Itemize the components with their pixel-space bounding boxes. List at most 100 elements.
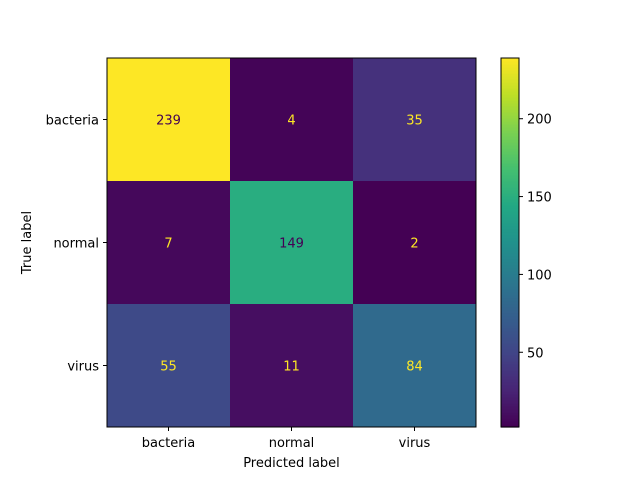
colorbar-segment: [501, 190, 519, 194]
cell-value-label: 11: [283, 360, 300, 375]
cell-value-label: 7: [164, 237, 172, 252]
colorbar-segment: [501, 229, 519, 233]
colorbar-segment: [501, 256, 519, 260]
colorbar-segment: [501, 184, 519, 188]
y-tick-label: bacteria: [46, 114, 99, 129]
colorbar-segment: [501, 352, 519, 356]
colorbar-segment: [501, 238, 519, 242]
heatmap-cell-normal-bacteria: [107, 181, 230, 304]
cell-value-label: 239: [156, 114, 181, 129]
colorbar-segment: [501, 82, 519, 86]
x-tick-label: bacteria: [142, 436, 195, 451]
colorbar-segment: [501, 289, 519, 293]
colorbar-segment: [501, 148, 519, 152]
colorbar-segment: [501, 295, 519, 299]
colorbar-segment: [501, 241, 519, 245]
colorbar-segment: [501, 76, 519, 80]
colorbar-segment: [501, 376, 519, 380]
colorbar: 50 100 150 200: [500, 57, 552, 428]
colorbar-segment: [501, 178, 519, 182]
y-tick-label: virus: [67, 360, 99, 375]
colorbar-segment: [501, 319, 519, 323]
colorbar-segment: [501, 64, 519, 68]
colorbar-segment: [501, 400, 519, 404]
colorbar-segment: [501, 358, 519, 362]
colorbar-segment: [501, 370, 519, 374]
x-tick-label: normal: [269, 436, 315, 451]
colorbar-segment: [501, 235, 519, 239]
colorbar-segment: [501, 328, 519, 332]
colorbar-segment: [501, 199, 519, 203]
colorbar-segment: [501, 391, 519, 395]
colorbar-segment: [501, 379, 519, 383]
colorbar-segment: [501, 79, 519, 83]
heatmap-cell-labels: 239 4 35 7 149 2 55 11 84: [156, 114, 423, 375]
colorbar-segment: [501, 187, 519, 191]
colorbar-segment: [501, 268, 519, 272]
colorbar-segment: [501, 298, 519, 302]
colorbar-segment: [501, 394, 519, 398]
colorbar-segment: [501, 340, 519, 344]
colorbar-segment: [501, 58, 519, 62]
heatmap-cell-bacteria-virus: [353, 58, 476, 181]
colorbar-segment: [501, 202, 519, 206]
colorbar-segment: [501, 172, 519, 176]
colorbar-segment: [501, 262, 519, 266]
colorbar-segment: [501, 364, 519, 368]
colorbar-segment: [501, 334, 519, 338]
colorbar-segment: [501, 307, 519, 311]
heatmap-cell-bacteria-bacteria: [107, 58, 230, 181]
colorbar-tick-label: 100: [527, 268, 552, 283]
colorbar-segment: [501, 265, 519, 269]
colorbar-segment: [501, 175, 519, 179]
colorbar-segment: [501, 109, 519, 113]
colorbar-segment: [501, 166, 519, 170]
colorbar-segment: [501, 406, 519, 410]
colorbar-segment: [501, 292, 519, 296]
colorbar-segment: [501, 157, 519, 161]
colorbar-segment: [501, 388, 519, 392]
colorbar-segment: [501, 124, 519, 128]
cell-value-label: 84: [406, 360, 423, 375]
colorbar-segment: [501, 181, 519, 185]
colorbar-tick-label: 50: [527, 346, 544, 361]
colorbar-segment: [501, 67, 519, 71]
x-axis-ticks: bacteria normal virus: [142, 427, 431, 451]
colorbar-segment: [501, 304, 519, 308]
colorbar-segment: [501, 331, 519, 335]
heatmap-cell-normal-virus: [353, 181, 476, 304]
cell-value-label: 55: [160, 360, 177, 375]
colorbar-segment: [501, 418, 519, 422]
colorbar-segment: [501, 151, 519, 155]
colorbar-segment: [501, 277, 519, 281]
y-axis-label: True label: [20, 211, 35, 275]
y-tick-label: normal: [53, 237, 99, 252]
colorbar-segment: [501, 118, 519, 122]
colorbar-segment: [501, 232, 519, 236]
colorbar-segment: [501, 346, 519, 350]
colorbar-segment: [501, 154, 519, 158]
heatmap-cell-virus-bacteria: [107, 304, 230, 427]
colorbar-segment: [501, 61, 519, 65]
colorbar-segment: [501, 169, 519, 173]
colorbar-segment: [501, 283, 519, 287]
colorbar-segment: [501, 205, 519, 209]
colorbar-segment: [501, 211, 519, 215]
x-axis-label: Predicted label: [243, 456, 340, 471]
y-axis-ticks: bacteria normal virus: [46, 114, 107, 375]
colorbar-segment: [501, 217, 519, 221]
cell-value-label: 35: [406, 114, 423, 129]
colorbar-segment: [501, 412, 519, 416]
colorbar-segment: [501, 349, 519, 353]
heatmap-cell-virus-virus: [353, 304, 476, 427]
colorbar-segment: [501, 127, 519, 131]
colorbar-segment: [501, 253, 519, 257]
colorbar-segment: [501, 223, 519, 227]
colorbar-segment: [501, 259, 519, 263]
colorbar-segment: [501, 136, 519, 140]
colorbar-segment: [501, 94, 519, 98]
colorbar-segment: [501, 163, 519, 167]
colorbar-segment: [501, 139, 519, 143]
colorbar-segment: [501, 220, 519, 224]
colorbar-segment: [501, 316, 519, 320]
